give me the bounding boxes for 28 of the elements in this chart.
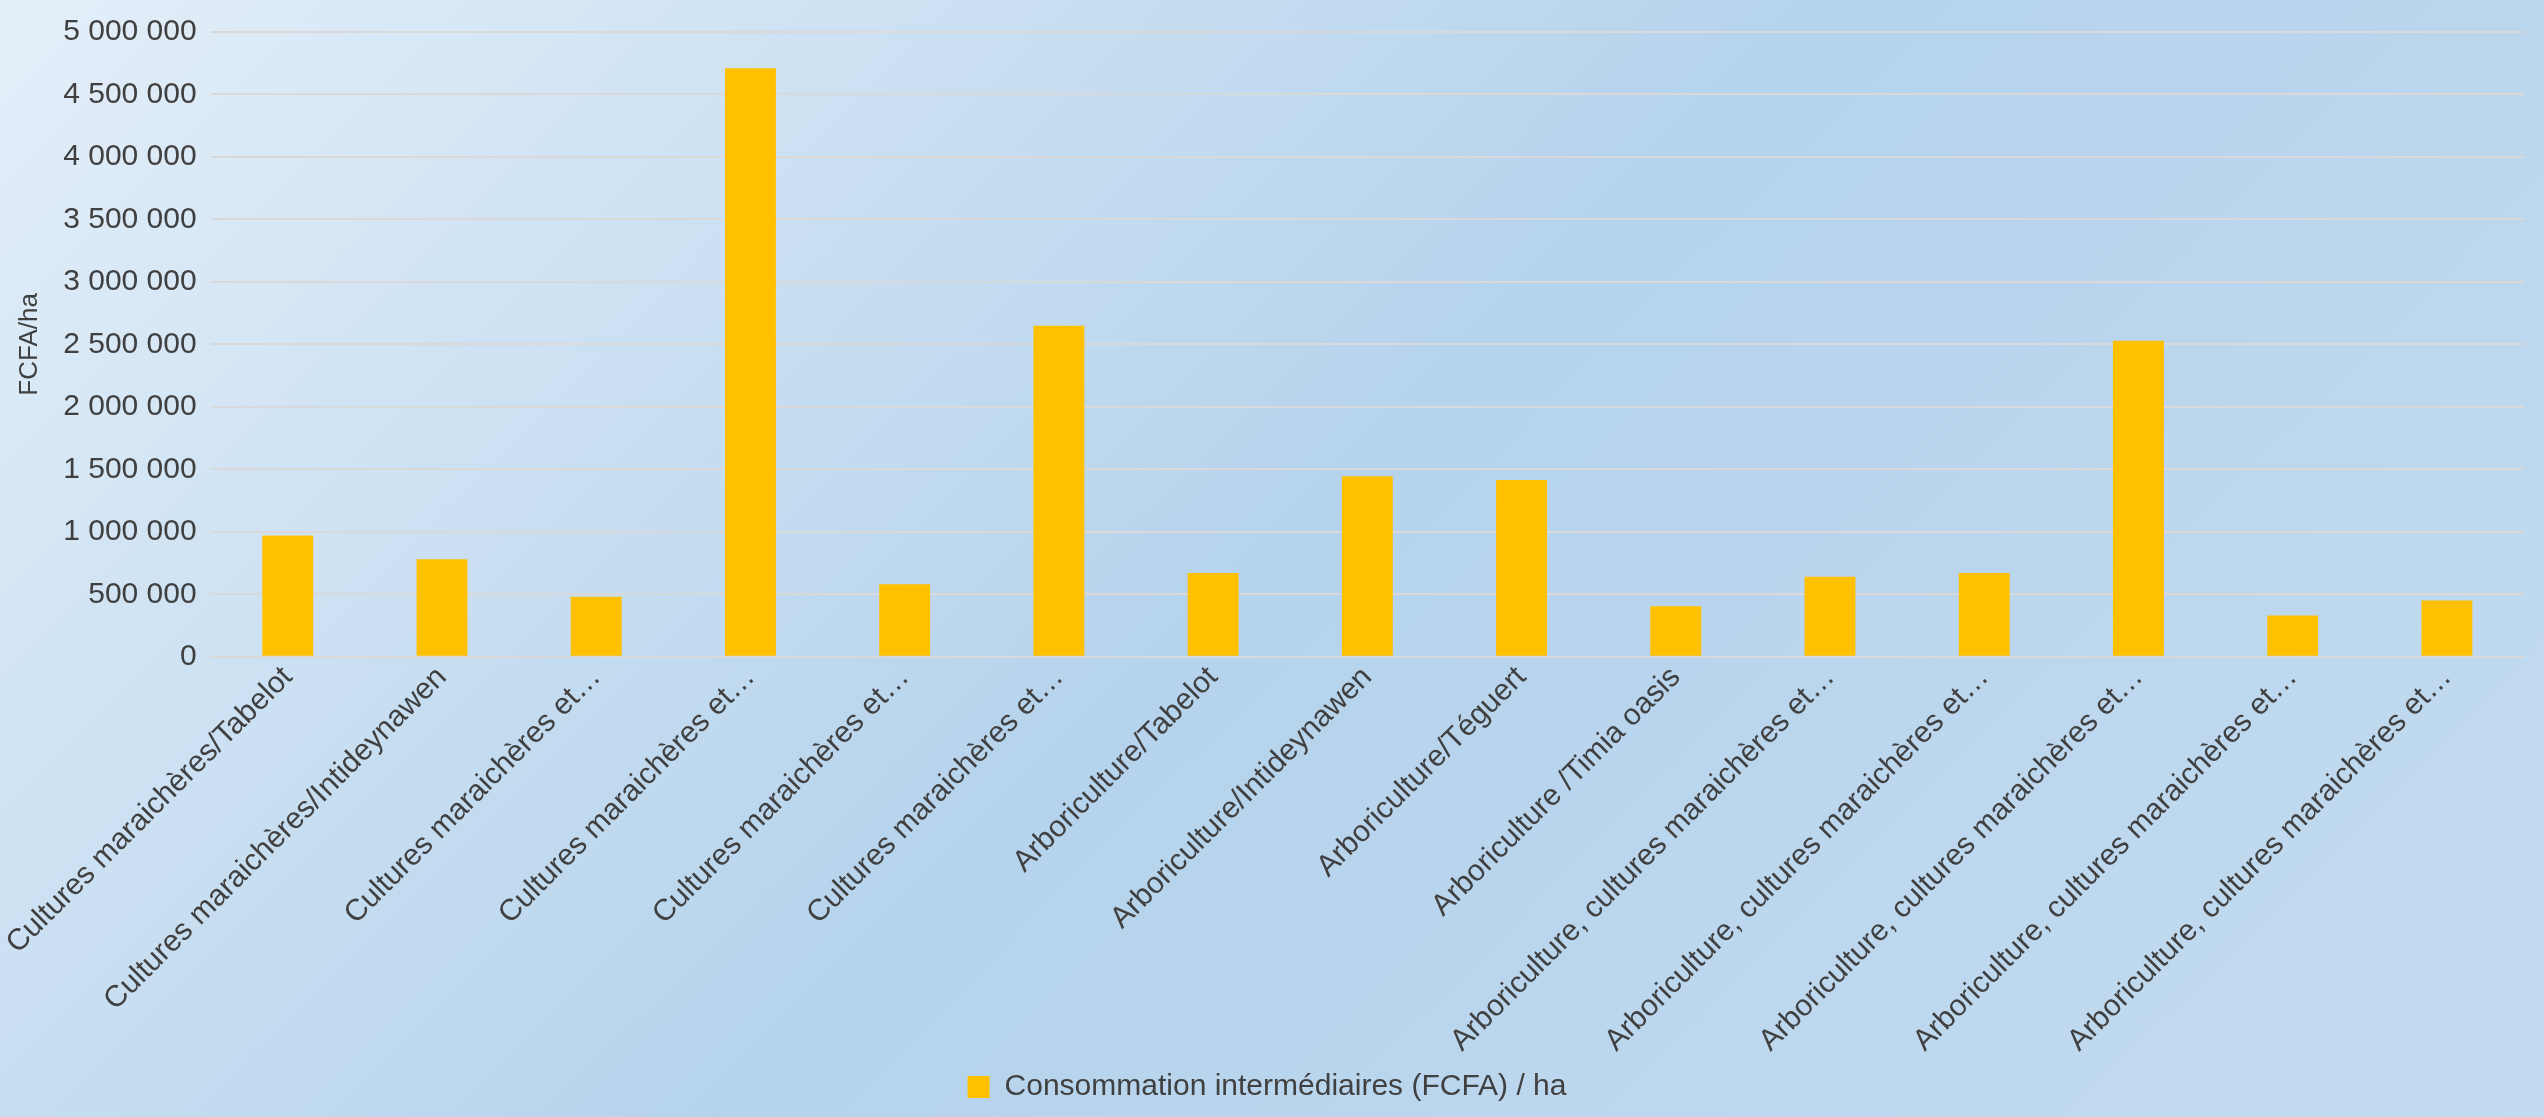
bar (1496, 479, 1547, 656)
bar (570, 596, 622, 656)
y-tick-label: 4 000 000 (63, 138, 197, 172)
bar (1650, 606, 1702, 656)
bar (1033, 325, 1085, 656)
bar (262, 535, 314, 656)
y-tick-label: 5 000 000 (63, 13, 197, 47)
bar (1187, 573, 1239, 656)
y-tick-label: 3 500 000 (63, 200, 197, 234)
bar (879, 584, 931, 656)
y-axis-title: FCFA/ha (12, 292, 43, 396)
bar (1341, 476, 1393, 656)
bar (1958, 573, 2010, 656)
y-tick-label: 500 000 (88, 575, 197, 609)
bar (2113, 340, 2164, 656)
y-tick-label: 2 500 000 (63, 325, 197, 359)
y-tick-label: 3 000 000 (63, 263, 197, 297)
y-tick-label: 4 500 000 (63, 75, 197, 109)
y-tick-label: 1 500 000 (63, 450, 197, 484)
bar (2267, 615, 2319, 656)
bar (1804, 576, 1856, 656)
legend-label: Consommation intermédiaires (FCFA) / ha (1004, 1068, 1567, 1102)
bar (416, 559, 468, 656)
y-tick-label: 0 (179, 638, 197, 672)
y-tick-label: 1 000 000 (63, 513, 197, 547)
bar (724, 68, 776, 656)
bar (2421, 600, 2473, 656)
y-tick-label: 2 000 000 (63, 388, 197, 422)
